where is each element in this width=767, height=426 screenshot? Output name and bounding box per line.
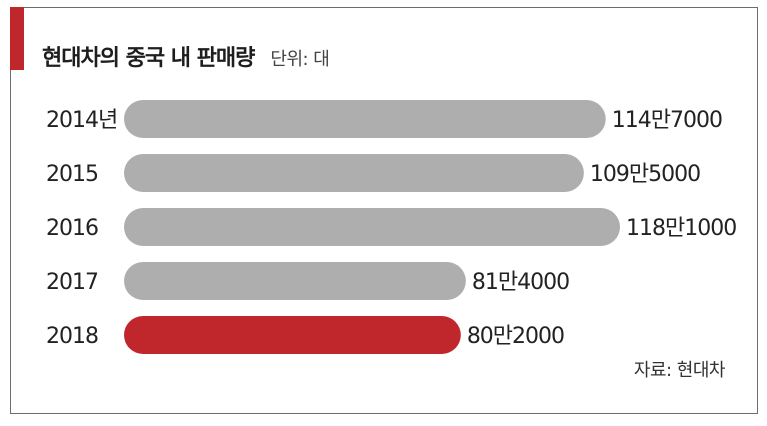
chart-header: 현대차의 중국 내 판매량 단위: 대: [42, 40, 330, 72]
title-accent-bar: [10, 7, 24, 70]
category-label: 2014년: [46, 108, 117, 133]
category-label: 2017: [46, 270, 98, 295]
bar-highlighted: [124, 316, 461, 354]
bar: [124, 208, 620, 246]
value-label: 81만4000: [472, 270, 569, 295]
bar: [124, 262, 466, 300]
value-label: 80만2000: [467, 324, 564, 349]
value-label: 114만7000: [612, 108, 722, 133]
category-label: 2015: [46, 162, 98, 187]
chart-title: 현대차의 중국 내 판매량: [42, 46, 255, 71]
category-label: 2018: [46, 324, 98, 349]
bar: [124, 154, 584, 192]
value-label: 109만5000: [590, 162, 700, 187]
unit-note: 단위: 대: [270, 49, 330, 70]
value-label: 118만1000: [626, 216, 736, 241]
category-label: 2016: [46, 216, 98, 241]
bar: [124, 100, 606, 138]
source-note: 자료: 현대차: [633, 360, 726, 381]
